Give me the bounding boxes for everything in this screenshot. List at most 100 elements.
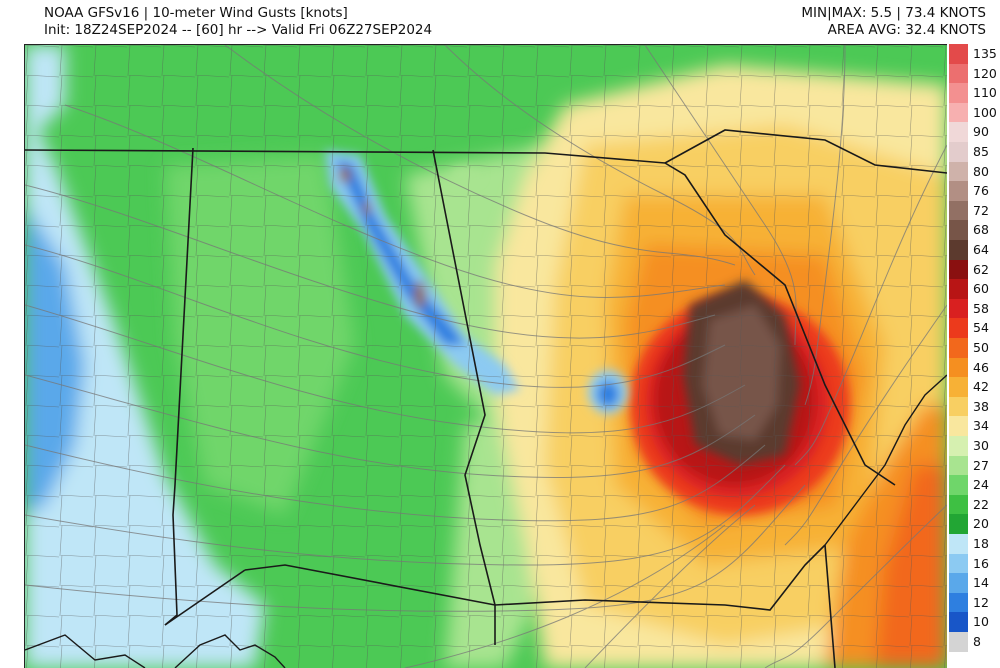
legend-swatch [949, 161, 968, 182]
legend-swatch [949, 455, 968, 476]
legend-label: 30 [973, 438, 989, 453]
legend-level: 12 [946, 592, 1000, 613]
legend-level: 10 [946, 612, 1000, 632]
legend-level: 38 [946, 396, 1000, 417]
legend-label: 24 [973, 477, 989, 493]
legend-swatch [949, 377, 968, 397]
legend-swatch [949, 436, 968, 456]
legend-level: 100 [946, 102, 1000, 123]
legend-level: 62 [946, 259, 1000, 280]
legend-swatch [949, 475, 968, 495]
legend-swatch [949, 240, 968, 260]
map-title: NOAA GFSv16 | 10-meter Wind Gusts [knots… [44, 5, 348, 21]
legend-swatch [949, 573, 968, 593]
legend-swatch [949, 298, 968, 319]
legend-swatch [949, 416, 968, 436]
legend-label: 34 [973, 418, 989, 434]
legend-label: 8 [973, 634, 981, 649]
legend-level: 50 [946, 338, 1000, 358]
legend-swatch [949, 534, 968, 554]
area-average-stat: AREA AVG: 32.4 KNOTS [827, 22, 986, 38]
min-max-stat: MIN|MAX: 5.5 | 73.4 KNOTS [801, 5, 986, 21]
legend-label: 22 [973, 496, 989, 512]
legend-label: 62 [973, 261, 989, 277]
legend-label: 16 [973, 555, 989, 571]
legend-label: 110 [973, 85, 997, 101]
legend-level: 22 [946, 494, 1000, 515]
legend-level: 76 [946, 181, 1000, 201]
legend-swatch [949, 83, 968, 103]
legend-level: 34 [946, 416, 1000, 436]
legend-label: 68 [973, 222, 989, 238]
legend-label: 42 [973, 379, 989, 395]
legend-level: 20 [946, 514, 1000, 534]
legend-swatch [949, 632, 968, 652]
legend-level: 42 [946, 377, 1000, 397]
legend-swatch [949, 396, 968, 417]
legend-level: 135 [946, 44, 1000, 64]
legend-level: 110 [946, 83, 1000, 103]
legend-level: 24 [946, 475, 1000, 495]
legend-swatch [949, 122, 968, 142]
legend-label: 12 [973, 594, 989, 610]
wind-gust-map[interactable] [24, 44, 947, 668]
legend-level: 30 [946, 436, 1000, 456]
legend-level: 18 [946, 534, 1000, 554]
legend-swatch [949, 553, 968, 574]
legend-swatch [949, 142, 968, 162]
legend-label: 85 [973, 144, 989, 159]
state-borders [25, 129, 947, 668]
legend-swatch [949, 514, 968, 534]
color-legend: 135 120 110 100 90 85 80 76 72 68 64 62 60 58 54 50 46 42… [946, 44, 1000, 667]
legend-level: 80 [946, 161, 1000, 182]
legend-level: 16 [946, 553, 1000, 574]
legend-level: 27 [946, 455, 1000, 476]
legend-label: 38 [973, 398, 989, 414]
legend-swatch [949, 357, 968, 378]
legend-level: 8 [946, 632, 1000, 652]
legend-level: 64 [946, 240, 1000, 260]
legend-label: 64 [973, 242, 989, 257]
legend-label: 10 [973, 614, 989, 630]
legend-level: 14 [946, 573, 1000, 593]
legend-level: 46 [946, 357, 1000, 378]
legend-label: 58 [973, 300, 989, 316]
legend-label: 27 [973, 457, 989, 473]
legend-label: 120 [973, 65, 997, 81]
legend-label: 18 [973, 536, 989, 551]
legend-swatch [949, 259, 968, 280]
legend-level: 72 [946, 200, 1000, 221]
legend-swatch [949, 494, 968, 515]
legend-label: 135 [973, 46, 997, 61]
legend-label: 14 [973, 575, 989, 591]
legend-label: 90 [973, 124, 989, 140]
legend-swatch [949, 220, 968, 240]
legend-label: 100 [973, 104, 997, 120]
legend-swatch [949, 338, 968, 358]
legend-level: 58 [946, 298, 1000, 319]
legend-swatch [949, 181, 968, 201]
legend-label: 76 [973, 183, 989, 199]
legend-swatch [949, 612, 968, 632]
legend-label: 80 [973, 163, 989, 179]
legend-label: 60 [973, 281, 989, 297]
wind-streamlines [25, 45, 947, 668]
legend-label: 46 [973, 359, 989, 375]
legend-level: 68 [946, 220, 1000, 240]
legend-swatch [949, 592, 968, 613]
legend-label: 50 [973, 340, 989, 355]
legend-swatch [949, 318, 968, 338]
map-canvas [25, 45, 947, 668]
legend-swatch [949, 102, 968, 123]
legend-label: 54 [973, 320, 989, 336]
legend-swatch [949, 200, 968, 221]
legend-level: 90 [946, 122, 1000, 142]
legend-level: 120 [946, 63, 1000, 84]
coastline [25, 374, 947, 668]
legend-label: 20 [973, 516, 989, 532]
legend-label: 72 [973, 202, 989, 218]
legend-swatch [949, 63, 968, 84]
legend-swatch [949, 279, 968, 299]
map-subtitle: Init: 18Z24SEP2024 -- [60] hr --> Valid … [44, 22, 433, 38]
legend-level: 60 [946, 279, 1000, 299]
